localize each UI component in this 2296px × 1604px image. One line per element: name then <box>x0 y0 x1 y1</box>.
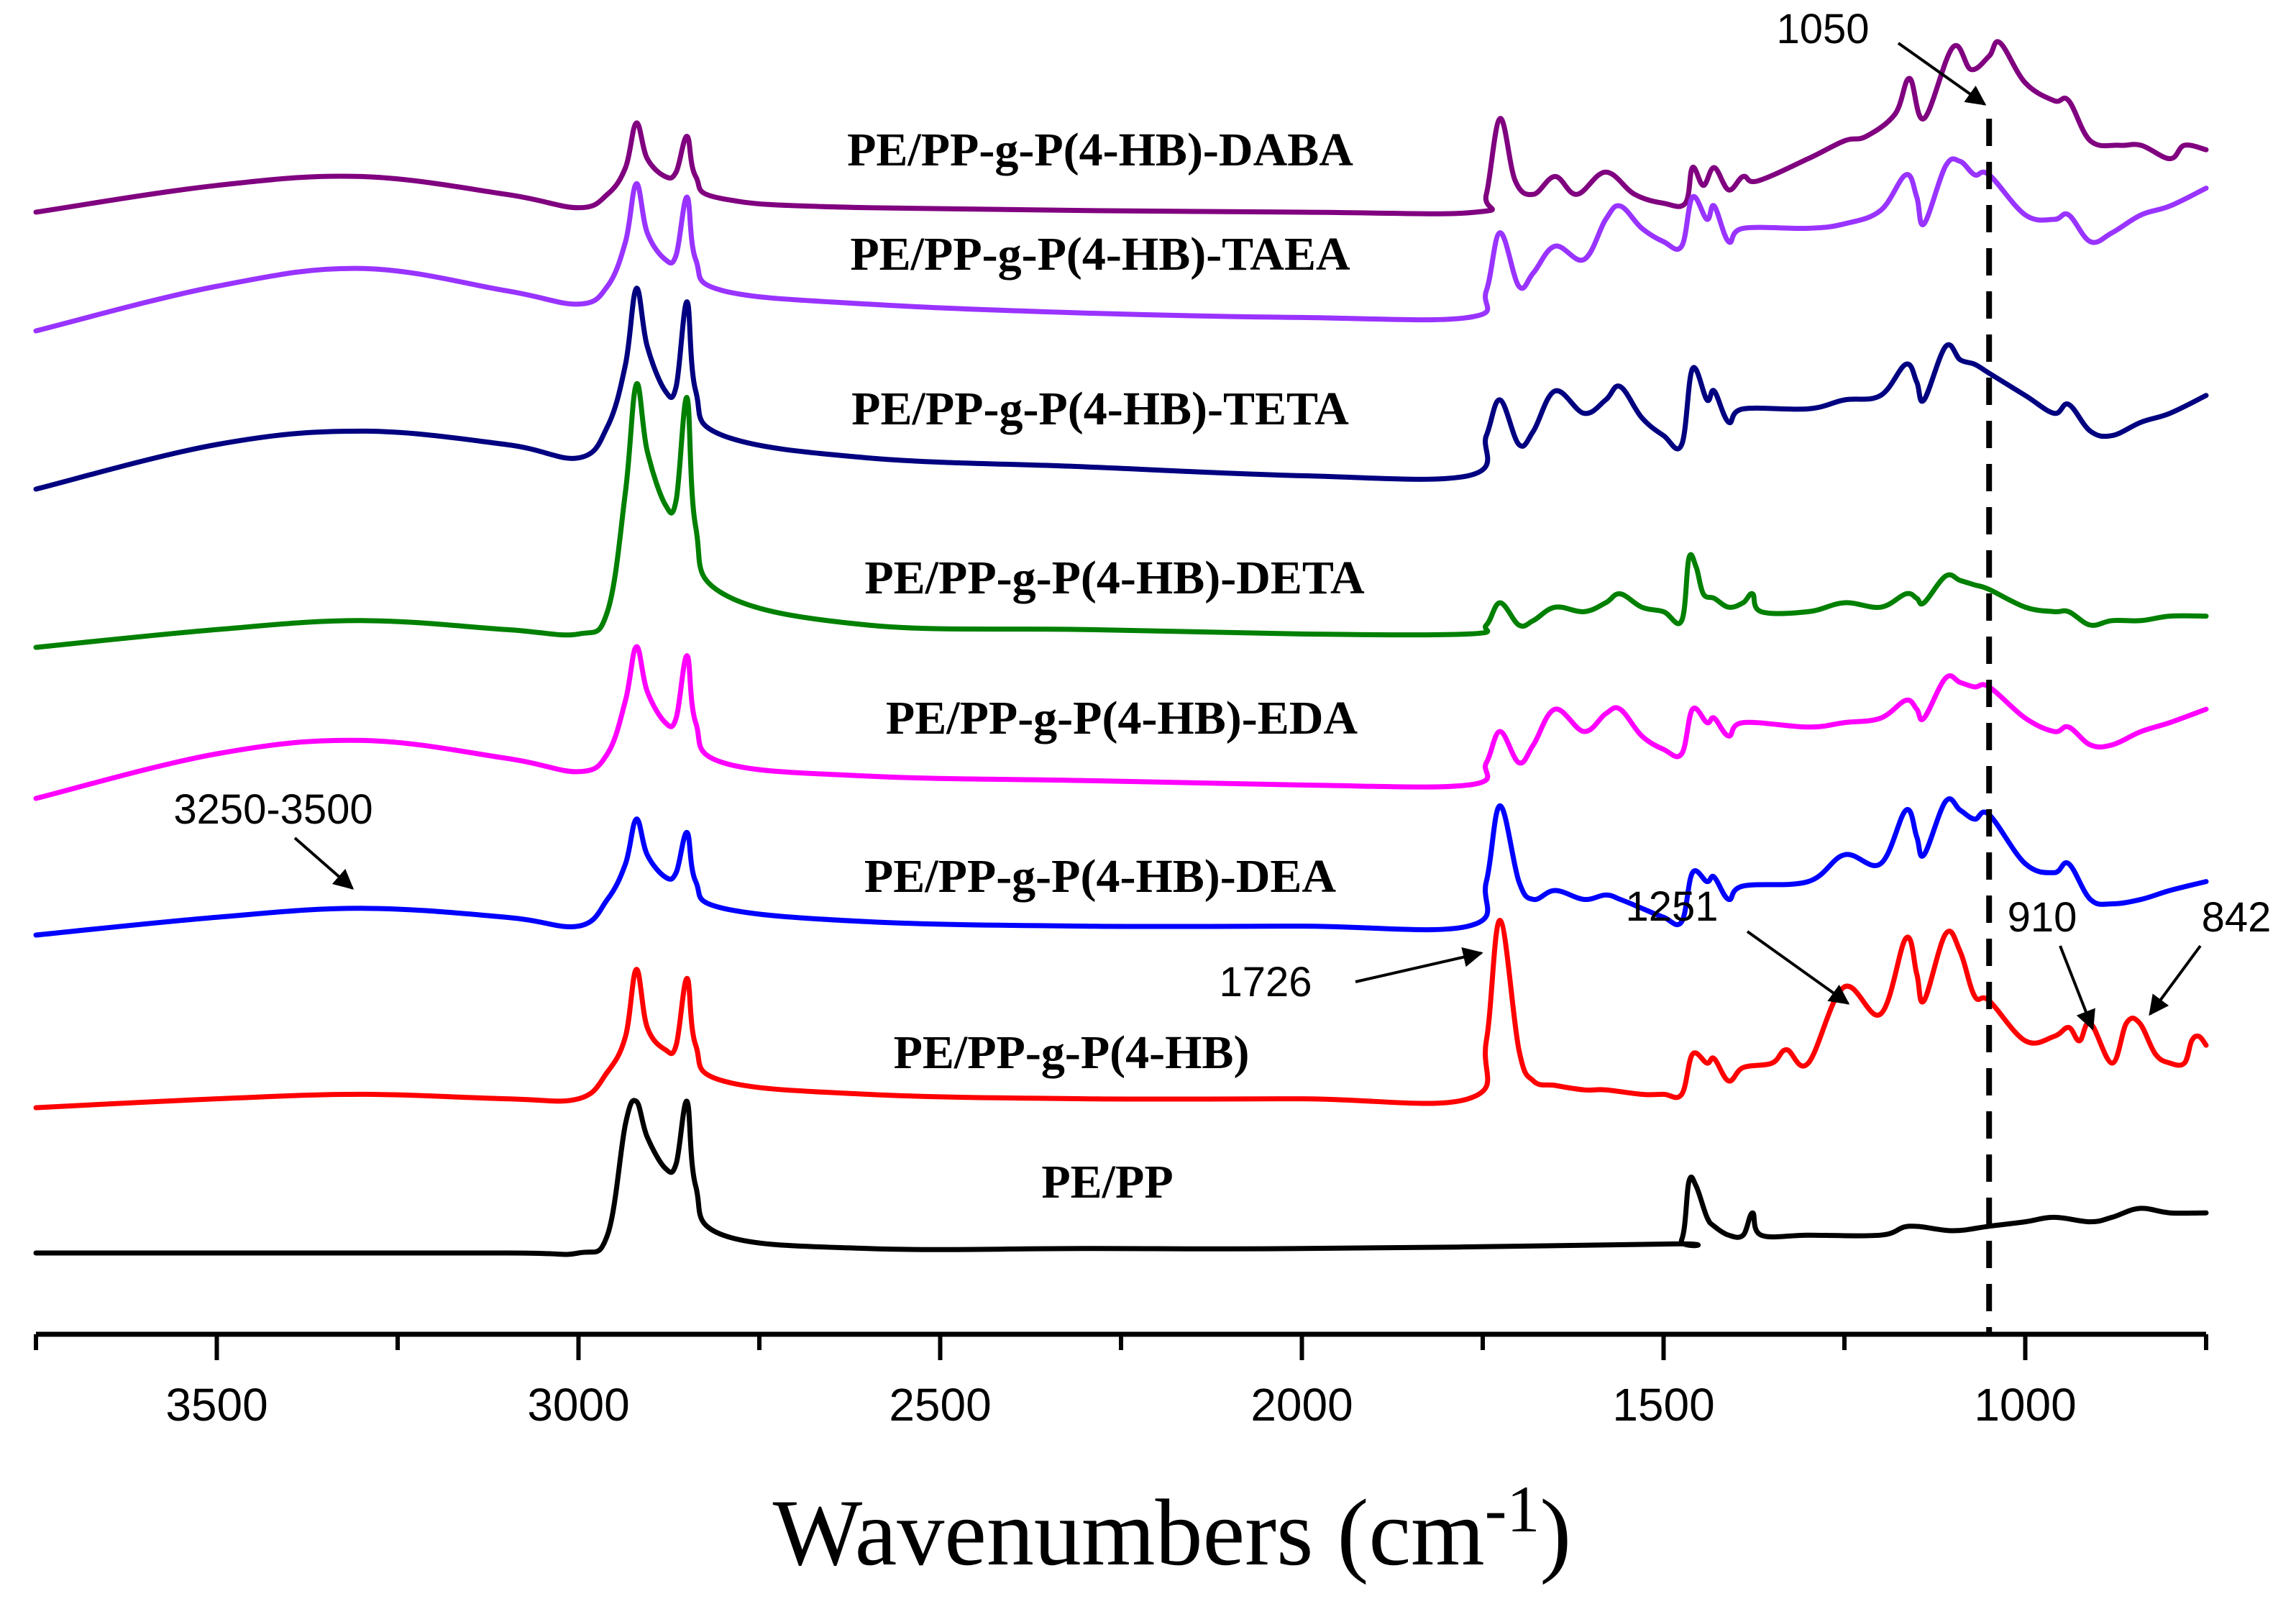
series-line-3 <box>33 381 2209 650</box>
annotation-arrow-1251 <box>1746 930 1850 1005</box>
x-axis: 3500 3000 2500 2000 1500 1000 <box>34 1331 2208 1431</box>
label-eda: PE/PP-g-P(4-HB)-EDA <box>886 692 1358 744</box>
x-axis-title-main: Wavenumbers (cm <box>773 1480 1485 1585</box>
annotation-text-3250-3500: 3250-3500 <box>173 786 372 833</box>
tick-label-1000: 1000 <box>1974 1379 2076 1431</box>
x-axis-title: Wavenumbers (cm-1) <box>773 1472 1572 1585</box>
annotation-text-1726: 1726 <box>1219 959 1312 1006</box>
annotation-text-842: 842 <box>2202 894 2272 941</box>
series-line-1 <box>33 156 2209 334</box>
tick-label-2000: 2000 <box>1250 1379 1353 1431</box>
annotation-text-910: 910 <box>2008 894 2077 941</box>
series-line-0 <box>33 39 2209 217</box>
annotation-arrow-1050 <box>1897 42 1987 106</box>
label-teta: PE/PP-g-P(4-HB)-TETA <box>851 383 1349 435</box>
annotation-arrow-3250-3500 <box>293 837 355 890</box>
annotation-arrow-1726 <box>1355 947 1483 983</box>
annotation-text-1251: 1251 <box>1625 883 1718 930</box>
tick-label-3500: 3500 <box>165 1379 267 1431</box>
series-line-6 <box>33 918 2209 1111</box>
label-dea: PE/PP-g-P(4-HB)-DEA <box>864 850 1337 903</box>
annotation-arrow-842 <box>2149 944 2202 1016</box>
label-daba: PE/PP-g-P(4-HB)-DABA <box>847 124 1353 176</box>
spectra-group <box>33 39 2209 1257</box>
annotation-arrow-910 <box>2059 945 2095 1031</box>
tick-label-1500: 1500 <box>1612 1379 1714 1431</box>
series-line-2 <box>33 286 2209 492</box>
x-axis-title-close: ) <box>1540 1480 1571 1585</box>
label-pepp-g-p4hb: PE/PP-g-P(4-HB) <box>894 1026 1250 1079</box>
label-deta: PE/PP-g-P(4-HB)-DETA <box>864 552 1365 604</box>
series-line-7 <box>33 1098 2209 1257</box>
tick-label-2500: 2500 <box>889 1379 991 1431</box>
series-line-4 <box>33 644 2209 801</box>
annotation-text-1050: 1050 <box>1776 6 1869 53</box>
series-line-5 <box>33 796 2209 938</box>
tick-label-3000: 3000 <box>527 1379 629 1431</box>
annotations: 1050 3250-3500 1726 1251 910 842 <box>173 6 2272 1031</box>
series-labels: PE/PP-g-P(4-HB)-DABA PE/PP-g-P(4-HB)-TAEA… <box>847 124 1365 1208</box>
label-pepp: PE/PP <box>1041 1156 1173 1208</box>
label-taea: PE/PP-g-P(4-HB)-TAEA <box>850 228 1350 281</box>
x-axis-title-superscript: -1 <box>1485 1472 1540 1546</box>
